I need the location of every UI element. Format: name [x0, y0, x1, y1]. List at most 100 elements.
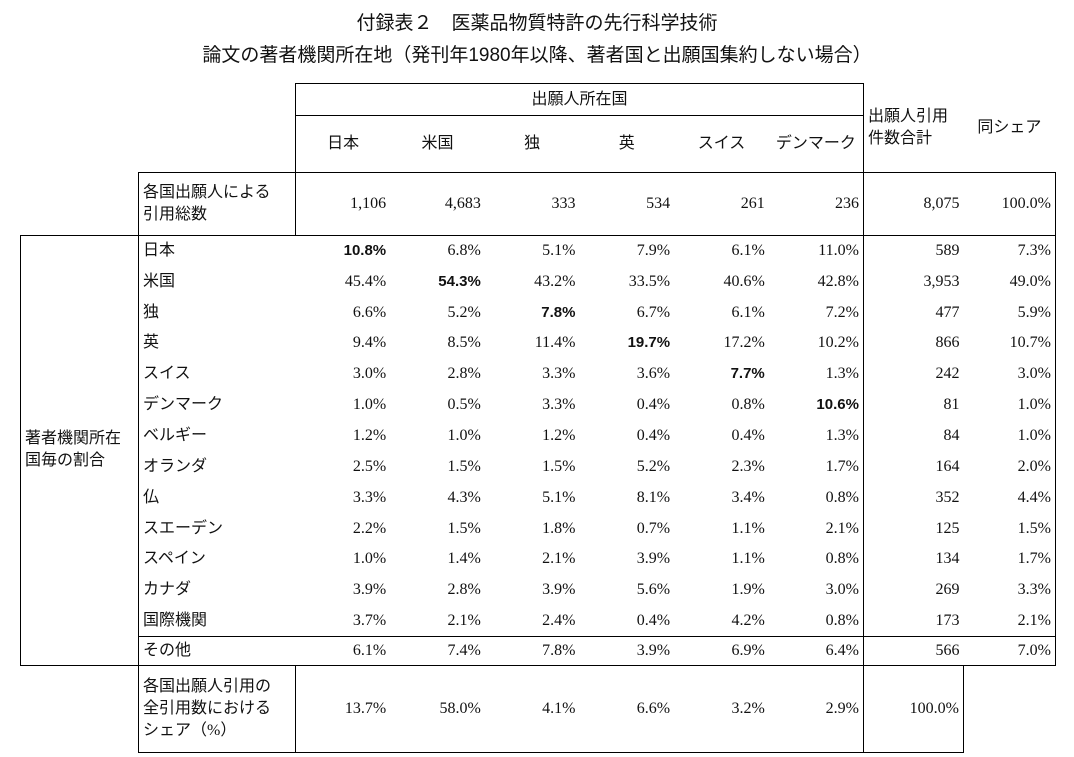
cell-value: 0.8% — [731, 396, 765, 414]
cell-value: 269 — [935, 581, 960, 599]
cell-value: 2.5% — [352, 457, 387, 475]
cell-value: 0.8% — [768, 543, 864, 575]
cell-value: 7.2% — [768, 297, 864, 329]
text-line: シェア（%） — [143, 721, 237, 739]
row-label: 各国出願人引用の 全引用数における シェア（%） — [138, 665, 296, 753]
cell-value: 5.2% — [636, 457, 671, 475]
cell-value: 19.7% — [627, 334, 671, 352]
cell-value: 534 — [579, 172, 675, 236]
cell-value: 1.7% — [768, 451, 864, 483]
cell-value: 5.1% — [542, 242, 576, 260]
table-row: 独 6.6% 5.2% 7.8% 6.7% 6.1% 7.2% 477 5.9% — [21, 297, 1056, 329]
cell-value: 333 — [484, 172, 580, 236]
cell-value: 6.4% — [768, 636, 864, 666]
cell-value: 100.0% — [963, 172, 1056, 236]
cell-value: 13.7% — [295, 665, 391, 753]
table-row: スエーデン 2.2% 1.5% 1.8% 0.7% 1.1% 2.1% 125 1.5% — [21, 513, 1056, 544]
cell-value: 7.4% — [390, 636, 485, 666]
cell-value: 261 — [674, 172, 769, 236]
cell-value: 6.7% — [636, 303, 671, 321]
cell-value: 6.1% — [295, 636, 391, 666]
cell-value: 3.3% — [963, 574, 1056, 606]
cell-value: 6.6% — [352, 303, 387, 321]
blank — [21, 84, 296, 173]
text-line: 国毎の割合 — [25, 452, 106, 470]
table-row: 各国出願人引用の 全引用数における シェア（%） 13.7% 58.0% 4.1% 6.6%… — [21, 665, 1056, 753]
cell-value: 1.8% — [542, 519, 576, 537]
cell-value: 17.2% — [723, 334, 765, 352]
cell-value: 0.4% — [579, 605, 675, 637]
cell-value: 1.5% — [447, 519, 481, 537]
row-label: 米国 — [138, 266, 296, 298]
cell-value: 7.3% — [963, 235, 1056, 267]
table-row: オランダ 2.5% 1.5% 1.5% 5.2% 2.3% 1.7% 164 2.0% — [21, 451, 1056, 483]
cell-value: 1.5% — [542, 457, 576, 475]
text-line: 各国出願人による — [143, 184, 271, 201]
cell-value: 1.5% — [963, 513, 1056, 544]
cell-value: 173 — [863, 605, 964, 637]
cell-value: 1.1% — [731, 550, 765, 568]
cell-value: 6.6% — [579, 665, 675, 753]
cell-value: 8,075 — [863, 172, 964, 236]
cell-value: 7.8% — [541, 303, 576, 321]
cell-value: 1.2% — [352, 426, 387, 444]
cell-value: 2.1% — [768, 513, 864, 544]
column-header: 日本 — [295, 115, 391, 173]
cell-value: 4.1% — [484, 665, 580, 753]
cell-value: 3.9% — [542, 581, 576, 599]
cell-value: 4.3% — [447, 488, 481, 506]
blank — [21, 665, 139, 752]
cell-value: 3.9% — [636, 550, 671, 568]
text-line: 各国出願人引用の — [143, 677, 272, 695]
table-row: ベルギー 1.2% 1.0% 1.2% 0.4% 0.4% 1.3% 84 1.0% — [21, 420, 1056, 452]
row-label: その他 — [138, 636, 296, 666]
title-line: 論文の著者機関所在地（発刊年1980年以降、著者国と出願国集約しない場合） — [202, 45, 872, 66]
cell-value: 3,953 — [923, 272, 960, 290]
cell-value: 1.9% — [731, 581, 765, 599]
text-line: 出願人引用 — [867, 107, 948, 125]
cell-value: 2.0% — [963, 451, 1056, 483]
cell-value: 0.4% — [636, 426, 671, 444]
cell-value: 164 — [935, 457, 960, 475]
cell-value: 6.8% — [447, 242, 481, 260]
cell-value: 352 — [935, 488, 960, 506]
cell-value: 3.0% — [768, 574, 864, 606]
cell-value: 2.8% — [447, 581, 481, 599]
cell-value: 1.0% — [963, 420, 1056, 452]
cell-value: 49.0% — [963, 266, 1056, 298]
text-line: 件数合計 — [867, 129, 932, 147]
title-line: 付録表２ 医薬品物質特許の先行科学技術 — [356, 13, 718, 34]
column-header: 出願人引用 件数合計 — [862, 83, 964, 173]
cell-value: 6.1% — [731, 242, 765, 260]
table-row: カナダ 3.9% 2.8% 3.9% 5.6% 1.9% 3.0% 269 3.3% — [21, 574, 1056, 606]
cell-value: 1.0% — [352, 550, 387, 568]
column-header: 米国 — [421, 135, 454, 152]
cell-value: 45.4% — [344, 272, 387, 290]
cell-value: 40.6% — [723, 272, 765, 290]
cell-value: 1,106 — [295, 172, 391, 236]
cell-value: 43.2% — [534, 272, 576, 290]
cell-value: 10.6% — [768, 389, 864, 421]
cell-value: 10.2% — [768, 328, 864, 359]
table-row: 日本 米国 独 英 スイス デンマーク — [21, 115, 1056, 173]
row-label: スエーデン — [138, 513, 296, 544]
row-label: デンマーク — [138, 389, 296, 421]
cell-value: 81 — [943, 396, 960, 414]
cell-value: 3.3% — [352, 488, 387, 506]
cell-value: 2.1% — [542, 550, 576, 568]
cell-value: 242 — [935, 365, 960, 383]
cell-value: 8.5% — [447, 334, 481, 352]
cell-value: 10.8% — [343, 242, 387, 260]
table-row: スペイン 1.0% 1.4% 2.1% 3.9% 1.1% 0.8% 134 1.7% — [21, 543, 1056, 575]
cell-value: 2.3% — [731, 457, 765, 475]
cell-value: 2.1% — [390, 605, 485, 637]
cell-value: 7.0% — [963, 636, 1056, 666]
cell-value: 125 — [935, 519, 960, 537]
cell-value: 84 — [943, 426, 960, 444]
cell-value: 3.0% — [963, 358, 1056, 390]
cell-value: 5.6% — [636, 581, 671, 599]
column-header: 英 — [618, 135, 635, 152]
cell-value: 11.0% — [768, 235, 864, 267]
group-header: 出願人所在国 — [295, 83, 864, 116]
